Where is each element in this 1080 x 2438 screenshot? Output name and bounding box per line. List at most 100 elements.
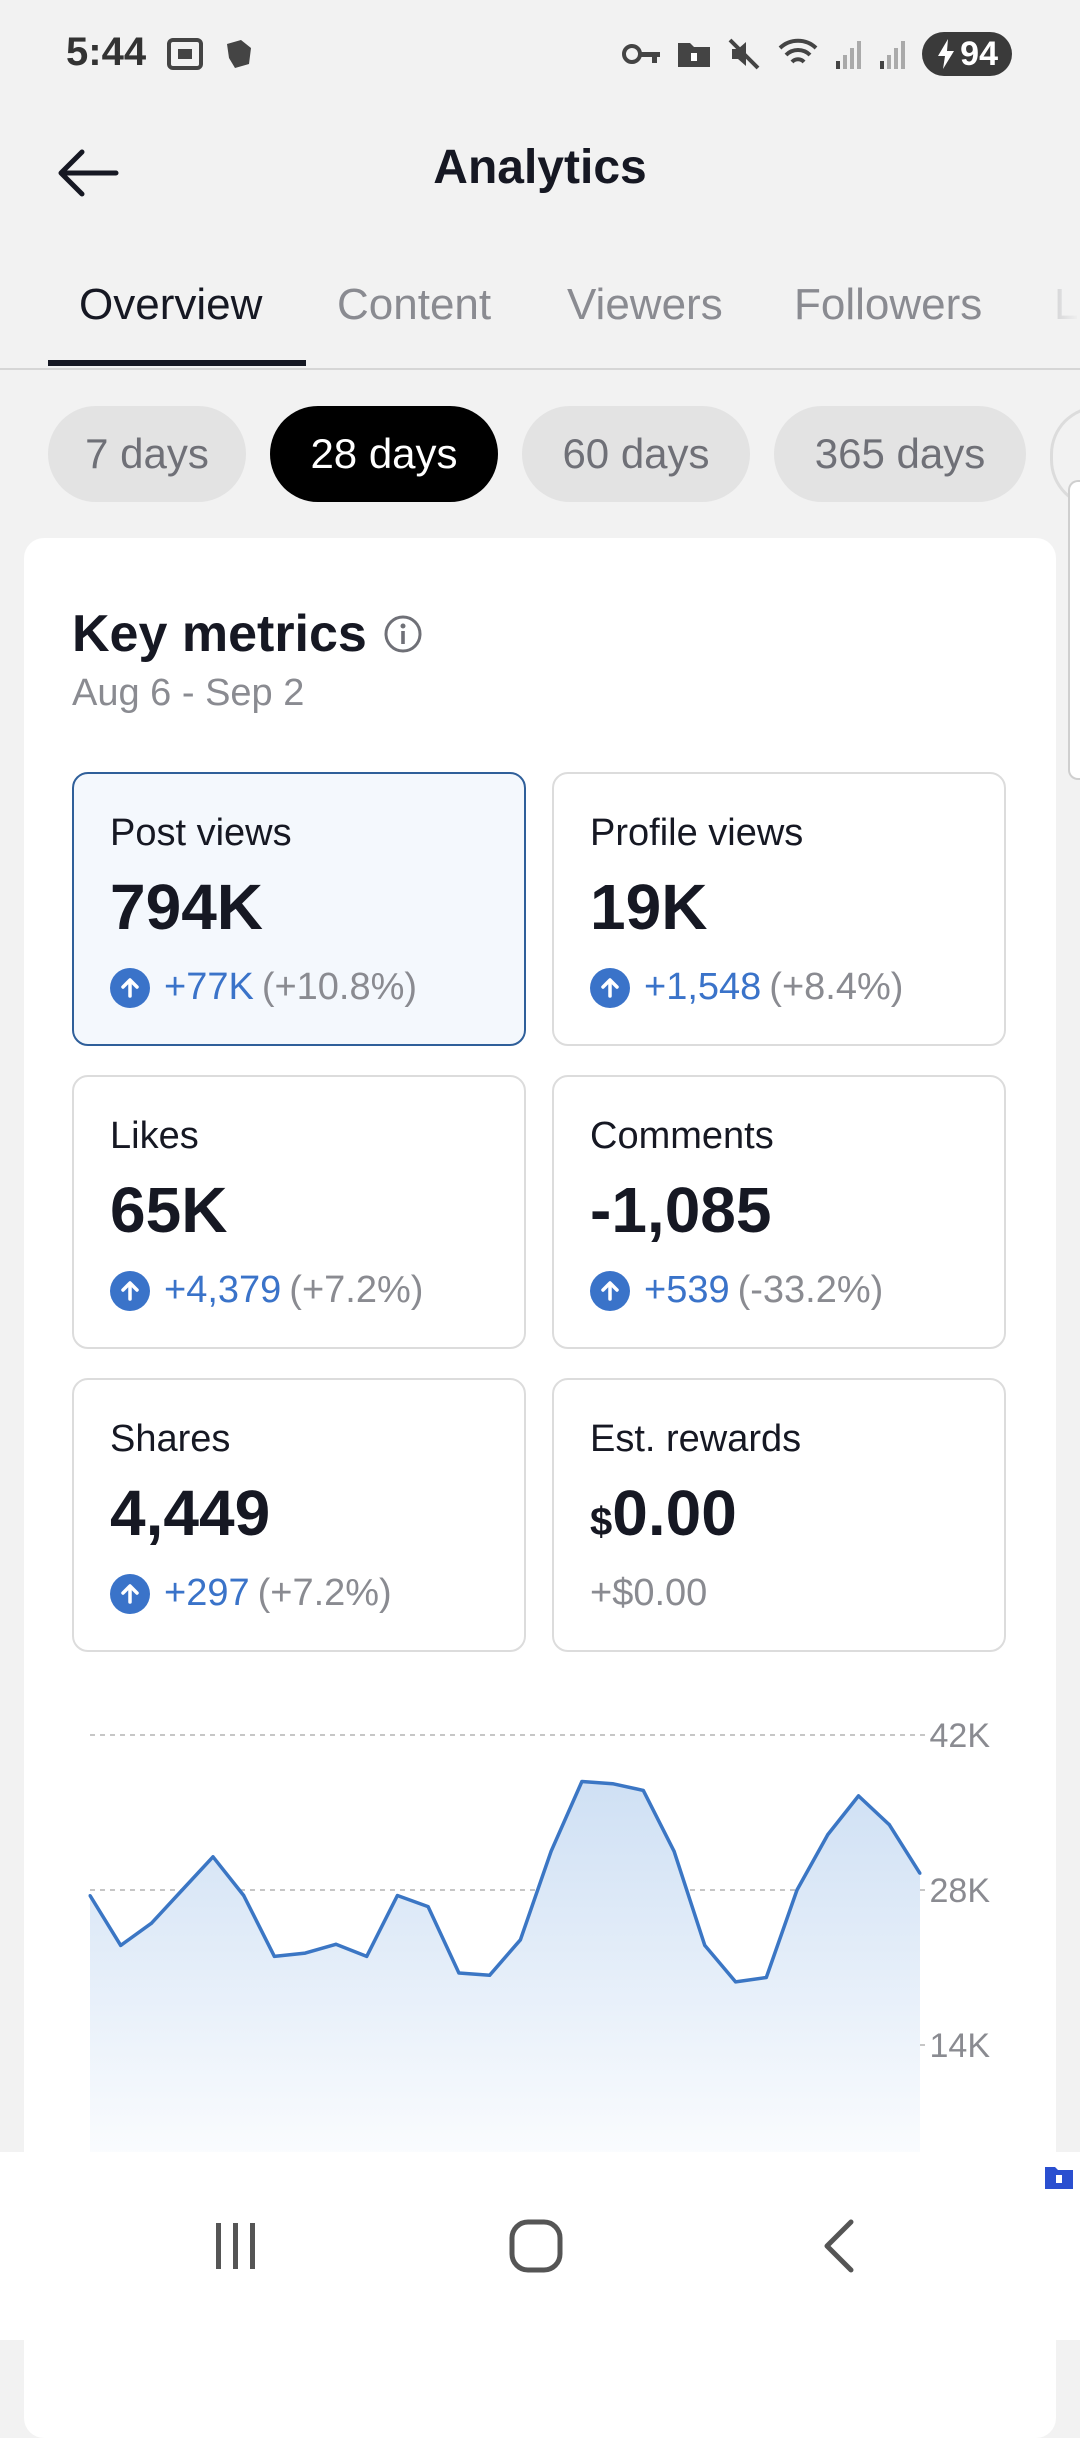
metric-comments[interactable]: Comments -1,085 +539 (-33.2%) xyxy=(552,1075,1006,1349)
metric-value: 4,449 xyxy=(110,1477,271,1549)
chart-data-point xyxy=(272,1954,276,1958)
chart-data-point xyxy=(395,1894,399,1898)
chart-data-point xyxy=(672,1849,676,1853)
mute-icon xyxy=(728,38,760,70)
chart-data-point xyxy=(426,1905,430,1909)
metric-change: +1,548 xyxy=(644,966,762,1008)
chart-data-point xyxy=(180,1888,184,1892)
chart-data-point xyxy=(549,1849,553,1853)
metric-percent: (+8.4%) xyxy=(769,966,904,1008)
chart-data-point xyxy=(734,1980,738,1984)
chart-data-point xyxy=(88,1894,92,1898)
system-navigation-bar xyxy=(0,2152,1080,2340)
chart-data-point xyxy=(149,1921,153,1925)
arrow-up-icon xyxy=(110,1573,150,1614)
tab-overview[interactable]: Overview xyxy=(79,280,263,329)
recent-apps-button[interactable] xyxy=(186,2206,286,2286)
currency-symbol: $ xyxy=(590,1500,613,1544)
arrow-up-icon xyxy=(110,967,150,1008)
chart-line xyxy=(88,1779,922,1984)
secure-folder-floating-icon[interactable] xyxy=(1044,2164,1074,2190)
battery-level: 94 xyxy=(960,35,998,73)
metric-label: Post views xyxy=(110,812,292,854)
battery-indicator: 94 xyxy=(922,32,1012,76)
signal-icon xyxy=(836,41,862,69)
wifi-icon xyxy=(778,38,818,64)
metric-value: $0.00 xyxy=(590,1476,737,1550)
chart-data-point xyxy=(365,1954,369,1958)
arrow-up-icon xyxy=(110,1270,150,1311)
metric-likes[interactable]: Likes 65K +4,379 (+7.2%) xyxy=(72,1075,526,1349)
key-metrics-title: Key metrics xyxy=(72,604,423,664)
metric-percent: (+10.8%) xyxy=(261,966,418,1008)
period-7-days[interactable]: 7 days xyxy=(48,406,246,502)
info-icon[interactable] xyxy=(383,614,423,654)
tab-viewers[interactable]: Viewers xyxy=(567,280,723,329)
post-views-chart[interactable]: 42K 28K 14K xyxy=(0,1680,1080,2200)
page-title: Analytics xyxy=(433,141,647,194)
period-28-days[interactable]: 28 days xyxy=(270,406,498,502)
chart-data-point xyxy=(580,1780,584,1783)
metric-value-number: 0.00 xyxy=(612,1477,737,1549)
period-60-days[interactable]: 60 days xyxy=(522,406,750,502)
battery-charging-icon xyxy=(938,39,955,69)
vpn-key-icon xyxy=(622,44,661,64)
chart-data-point xyxy=(611,1782,615,1786)
back-button[interactable] xyxy=(48,138,128,208)
side-panel-edge[interactable] xyxy=(1068,480,1080,780)
tab-followers[interactable]: Followers xyxy=(794,280,983,329)
metric-value: 19K xyxy=(590,871,708,943)
home-button[interactable] xyxy=(486,2206,586,2286)
metric-change: +539 xyxy=(644,1269,730,1311)
metric-percent: (+7.2%) xyxy=(289,1269,424,1311)
chart-data-point xyxy=(242,1894,246,1898)
status-bar: 5:44 xyxy=(0,0,1080,110)
metric-label: Likes xyxy=(110,1115,199,1157)
chart-data-point xyxy=(211,1855,215,1859)
chart-data-point xyxy=(887,1823,891,1827)
signal-icon xyxy=(880,41,906,69)
chart-data-point xyxy=(918,1871,922,1875)
metric-post-views[interactable]: Post views 794K +77K (+10.8%) xyxy=(72,772,526,1046)
metric-change: +$0.00 xyxy=(590,1572,708,1614)
metric-value: 65K xyxy=(110,1174,228,1246)
metric-change: +297 xyxy=(164,1572,250,1614)
chart-y-tick-label: 42K xyxy=(930,1717,991,1755)
metric-shares[interactable]: Shares 4,449 +297 (+7.2%) xyxy=(72,1378,526,1652)
metric-label: Shares xyxy=(110,1418,231,1460)
status-time: 5:44 xyxy=(66,30,147,74)
system-back-button[interactable] xyxy=(790,2206,890,2286)
chart-data-point xyxy=(703,1943,707,1947)
active-tab-indicator xyxy=(48,360,306,366)
home-icon xyxy=(509,2219,563,2273)
chart-data-point xyxy=(518,1938,522,1942)
metric-label: Comments xyxy=(590,1115,774,1157)
arrow-up-icon xyxy=(590,967,630,1008)
metric-label: Profile views xyxy=(590,812,804,854)
metric-value: 794K xyxy=(110,871,263,943)
chart-data-point xyxy=(119,1943,123,1947)
chart-data-point xyxy=(488,1973,492,1977)
tab-content[interactable]: Content xyxy=(337,280,492,329)
metric-est-rewards[interactable]: Est. rewards $0.00 +$0.00 xyxy=(552,1378,1006,1652)
metric-percent: (-33.2%) xyxy=(737,1269,884,1311)
chart-data-point xyxy=(334,1942,338,1946)
analytics-tabs: Overview Content Viewers Followers L xyxy=(0,250,1080,370)
metric-profile-views[interactable]: Profile views 19K +1,548 (+8.4%) xyxy=(552,772,1006,1046)
arrow-up-icon xyxy=(590,1270,630,1311)
metric-change: +77K xyxy=(164,966,254,1008)
metric-value: -1,085 xyxy=(590,1174,772,1246)
back-arrow-icon xyxy=(58,149,119,197)
secure-folder-icon xyxy=(678,43,711,67)
metric-change: +4,379 xyxy=(164,1269,282,1311)
chart-data-point xyxy=(795,1888,799,1892)
chart-data-point xyxy=(857,1794,861,1798)
recent-apps-icon xyxy=(216,2223,255,2269)
chart-area xyxy=(90,1781,920,2200)
chart-data-point xyxy=(457,1971,461,1975)
date-range: Aug 6 - Sep 2 xyxy=(72,672,305,714)
period-365-days[interactable]: 365 days xyxy=(774,406,1026,502)
chart-data-point xyxy=(826,1833,830,1837)
chart-data-point xyxy=(303,1951,307,1955)
chart-y-tick-label: 14K xyxy=(930,2027,991,2065)
